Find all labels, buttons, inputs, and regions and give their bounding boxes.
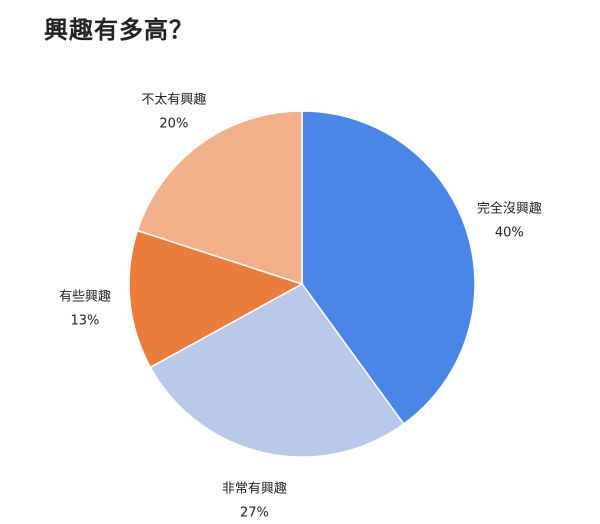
slice-category-label: 不太有興趣 [141, 93, 206, 108]
pie-slice [136, 110, 303, 286]
slice-category-label: 完全沒興趣 [477, 201, 542, 217]
slice-category-label: 非常有興趣 [222, 482, 287, 497]
pie-slice [301, 110, 476, 426]
slice-value-label: 13% [71, 314, 100, 329]
slice-value-label: 40% [495, 226, 524, 241]
chart-title: 興趣有多高？ [44, 16, 194, 44]
slice-category-label: 有些興趣 [59, 290, 111, 305]
pie-slice [128, 229, 304, 369]
pie-slice [149, 283, 405, 458]
slice-value-label: 27% [240, 506, 269, 521]
slice-value-label: 20% [159, 117, 188, 132]
